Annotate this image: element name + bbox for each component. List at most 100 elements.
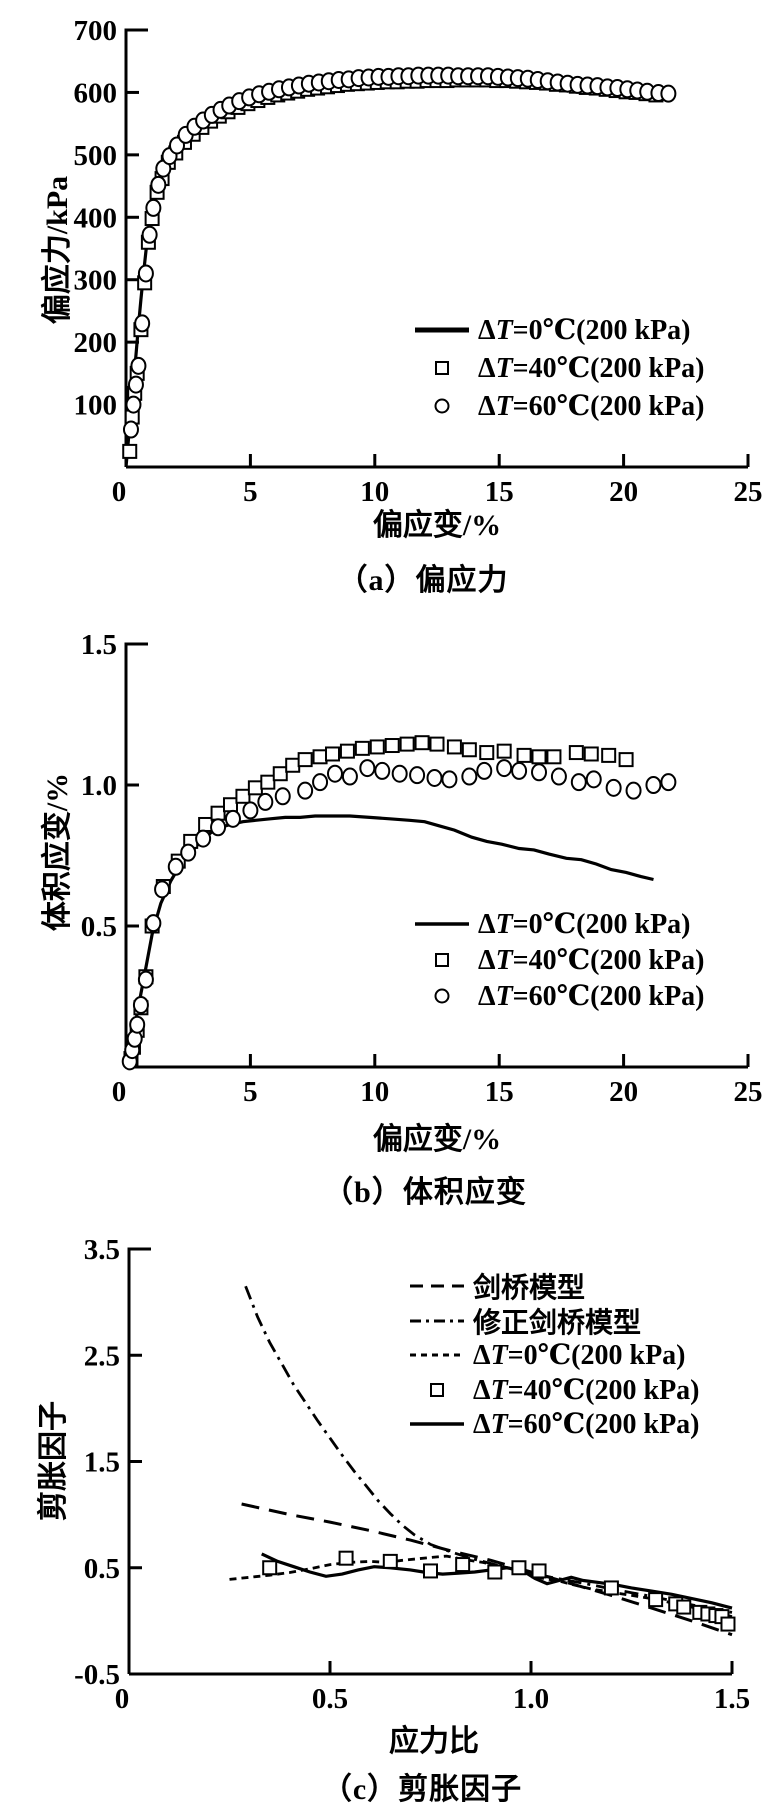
legend-circle-swatch-icon — [412, 985, 472, 1007]
square-marker — [516, 747, 532, 763]
y-tick-label: 0.5 — [84, 1553, 120, 1585]
circle-marker — [274, 787, 291, 806]
square-marker — [648, 1592, 664, 1608]
x-tick-label: 10 — [360, 1076, 389, 1108]
circle-marker — [625, 781, 642, 800]
circle-marker — [441, 770, 458, 789]
y-tick-label: 200 — [74, 327, 118, 359]
legend-label: ΔT=60℃(200 kPa) — [478, 981, 705, 1012]
square-marker — [122, 443, 138, 459]
legend-label: 剑桥模型 — [473, 1273, 586, 1305]
circle-marker — [137, 970, 154, 989]
x-tick-label: 0 — [115, 1683, 130, 1715]
square-marker — [384, 738, 400, 754]
legend-item: ΔT=0℃(200 kPa) — [412, 311, 705, 349]
series-markers-circle — [121, 759, 677, 1071]
legend-solid-swatch-icon — [412, 319, 472, 341]
square-marker — [235, 788, 251, 804]
circle-marker — [391, 764, 408, 783]
square-marker — [531, 1563, 547, 1579]
chart-b: 0.5 1.0 1.5 0 5 10 15 20 25 — [81, 629, 763, 1108]
square-marker — [479, 745, 495, 761]
y-tick-label: 1.5 — [84, 1447, 120, 1479]
x-tick-label: 1.5 — [714, 1683, 750, 1715]
legend-item: ΔT=60℃(200 kPa) — [407, 1407, 700, 1442]
legend-label: 修正剑桥模型 — [473, 1307, 642, 1339]
legend-label: ΔT=0℃(200 kPa) — [478, 315, 691, 346]
circle-marker — [154, 880, 171, 899]
circle-marker — [585, 770, 602, 789]
square-marker — [461, 742, 477, 758]
circle-marker — [326, 764, 343, 783]
y-tick-label: 1.0 — [81, 770, 117, 802]
circle-marker — [141, 225, 158, 244]
x-tick-label: 15 — [485, 476, 514, 508]
square-marker — [676, 1599, 692, 1615]
x-tick-label: 5 — [243, 1076, 258, 1108]
y-tick-label: 3.5 — [84, 1234, 120, 1266]
legend-item: ΔT=0℃(200 kPa) — [407, 1338, 700, 1373]
circle-marker — [125, 395, 142, 414]
x-tick-label: 1.0 — [513, 1683, 549, 1715]
legend-item: ΔT=40℃(200 kPa) — [412, 349, 705, 387]
circle-marker — [257, 792, 274, 811]
x-tick-label: 20 — [609, 1076, 638, 1108]
legend-circle-swatch-icon — [412, 395, 472, 417]
square-marker — [272, 766, 288, 782]
circle-marker — [476, 761, 493, 780]
x-tick-label: 20 — [609, 476, 638, 508]
circle-marker — [134, 314, 151, 333]
legend-item: ΔT=60℃(200 kPa) — [412, 387, 705, 425]
y-tick-label: 700 — [74, 15, 118, 47]
legend-label: ΔT=60℃(200 kPa) — [473, 1409, 700, 1441]
legend-solid-swatch-icon — [407, 1413, 467, 1435]
x-tick-label: 5 — [243, 476, 258, 508]
circle-marker — [511, 761, 528, 780]
circle-marker — [374, 761, 391, 780]
legend-label: ΔT=40℃(200 kPa) — [478, 945, 705, 976]
circle-marker — [570, 773, 587, 792]
circle-marker — [167, 857, 184, 876]
y-tick-label: 600 — [74, 77, 118, 109]
circle-marker — [129, 1015, 146, 1034]
square-marker — [260, 774, 276, 790]
circle-marker — [426, 768, 443, 787]
legend-label: ΔT=40℃(200 kPa) — [478, 353, 705, 384]
square-marker — [222, 797, 238, 813]
circle-marker — [145, 914, 162, 933]
square-marker — [601, 747, 617, 763]
legend-dashdot-swatch-icon — [407, 1310, 467, 1332]
square-marker — [618, 752, 634, 768]
circle-marker — [660, 84, 677, 103]
legend-label: ΔT=60℃(200 kPa) — [478, 391, 705, 422]
legend-item: ΔT=60℃(200 kPa) — [412, 978, 705, 1014]
chart-c: -0.5 0.5 1.5 2.5 3.5 0 0.5 1.0 1.5 — [74, 1234, 750, 1715]
legend-square-swatch-icon — [412, 357, 472, 379]
square-marker — [338, 1550, 354, 1566]
circle-marker — [195, 829, 212, 848]
chart-c-y-axis-title: 剪胀因子 — [37, 1401, 70, 1521]
x-tick-label: 0 — [112, 476, 127, 508]
square-marker — [312, 749, 328, 765]
legend-label: ΔT=0℃(200 kPa) — [473, 1340, 686, 1372]
square-marker — [339, 743, 355, 759]
square-marker — [382, 1553, 398, 1569]
circle-marker — [127, 375, 144, 394]
circle-marker — [150, 175, 167, 194]
legend-square-swatch-icon — [407, 1379, 467, 1401]
circle-marker — [645, 776, 662, 794]
circle-marker — [359, 759, 376, 778]
chart-b-caption: （b）体积应变 — [323, 1176, 527, 1209]
legend-item: 修正剑桥模型 — [407, 1304, 700, 1339]
legend-longdash-swatch-icon — [407, 1275, 467, 1297]
x-tick-label: 0 — [112, 1076, 127, 1108]
legend-solid-swatch-icon — [412, 913, 472, 935]
chart-a: 100 200 300 400 500 600 700 0 5 10 15 20 25 — [74, 15, 763, 508]
circle-marker — [550, 767, 567, 786]
square-marker — [285, 757, 301, 773]
y-tick-label: 500 — [74, 140, 118, 172]
legend-densedash-swatch-icon — [407, 1344, 467, 1366]
circle-marker — [605, 778, 622, 797]
chart-c-legend: 剑桥模型 修正剑桥模型 ΔT=0℃(200 kPa) ΔT=40℃(200 kPa) Δ… — [407, 1269, 700, 1442]
